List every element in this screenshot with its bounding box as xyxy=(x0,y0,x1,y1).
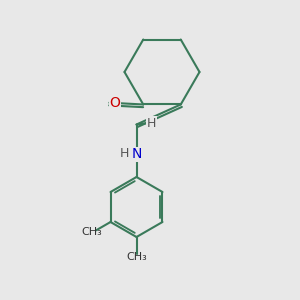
Text: O: O xyxy=(109,96,120,110)
Text: CH₃: CH₃ xyxy=(81,227,102,237)
Text: H: H xyxy=(147,116,156,130)
Text: H: H xyxy=(120,147,129,160)
Text: CH₃: CH₃ xyxy=(126,251,147,262)
Text: N: N xyxy=(131,148,142,161)
